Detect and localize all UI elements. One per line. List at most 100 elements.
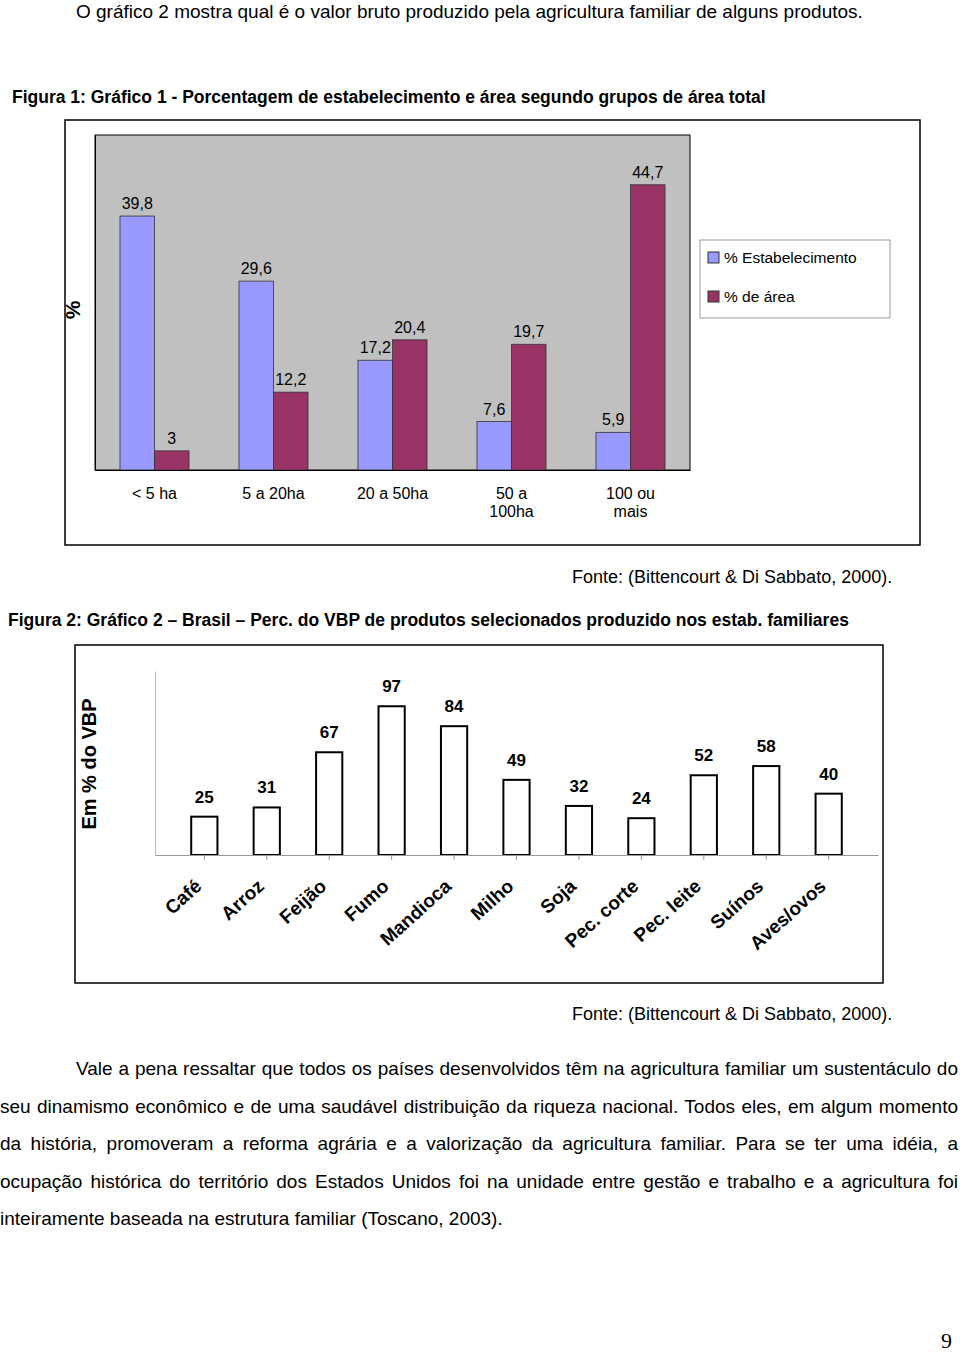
x-tick-label: 100 oumais <box>606 485 655 520</box>
x-tick-label: Pec. corte <box>561 875 643 951</box>
chart-1: Figura 1: Gráfico 1 - Porcentagem de est… <box>12 87 920 587</box>
x-tick-label: Aves/ovos <box>746 875 830 954</box>
data-label: 39,8 <box>122 195 153 212</box>
data-label: 31 <box>257 778 276 797</box>
x-tick: Milho <box>467 855 518 924</box>
x-tick: Aves/ovos <box>746 855 830 954</box>
x-tick-label: 50 a100ha <box>489 485 534 520</box>
bar <box>316 752 342 855</box>
x-tick: Fumo <box>340 855 392 926</box>
x-tick: Café <box>161 855 206 918</box>
x-tick-mark <box>266 855 267 860</box>
x-tick-mark <box>828 855 829 860</box>
x-tick-label: 20 a 50ha <box>357 485 428 502</box>
x-tick: 50 a100ha <box>489 470 534 520</box>
data-labels: 39,829,617,27,65,9312,220,419,744,7 <box>122 164 664 447</box>
data-label: 29,6 <box>241 260 272 277</box>
x-tick-mark <box>454 855 455 860</box>
page-number: 9 <box>941 1328 952 1354</box>
bar <box>816 794 842 855</box>
x-axis: < 5 ha 5 a 20ha 20 a 50ha 50 a100ha 100 ouma… <box>96 470 691 520</box>
charts-svg: Figura 1: Gráfico 1 - Porcentagem de est… <box>0 0 960 1040</box>
x-tick-mark <box>391 855 392 860</box>
chart-frame <box>75 645 883 983</box>
x-tick-label: Pec. leite <box>630 875 705 946</box>
data-label: 3 <box>167 430 176 447</box>
source-note: Fonte: (Bittencourt & Di Sabbato, 2000). <box>572 567 892 587</box>
x-tick-label: Café <box>161 875 206 918</box>
chart-frame <box>65 120 920 545</box>
x-tick-label: Arroz <box>217 875 268 924</box>
plot-area <box>95 135 690 470</box>
data-label: 5,9 <box>602 411 624 428</box>
bar <box>441 726 467 855</box>
legend-label: % Estabelecimento <box>724 249 857 266</box>
bars <box>191 706 842 855</box>
bar <box>503 780 529 855</box>
x-tick: Mandioca <box>376 855 455 950</box>
y-axis <box>95 136 96 471</box>
x-tick-label: Mandioca <box>376 875 455 950</box>
data-label: 17,2 <box>360 339 391 356</box>
x-tick-label: Soja <box>536 875 580 918</box>
legend-box <box>700 240 890 318</box>
data-label: 20,4 <box>394 319 425 336</box>
x-tick-label: < 5 ha <box>132 485 177 502</box>
data-labels: 2531679784493224525840 <box>195 677 838 808</box>
y-axis <box>155 672 156 856</box>
data-label: 44,7 <box>632 164 663 181</box>
x-axis: CaféArrozFeijãoFumoMandiocaMilhoSojaPec.… <box>156 855 879 954</box>
bar <box>120 216 155 470</box>
source-note: Fonte: (Bittencourt & Di Sabbato, 2000). <box>572 1004 892 1024</box>
legend-swatch <box>708 252 719 263</box>
x-tick: 100 oumais <box>606 470 655 520</box>
bar <box>691 775 717 855</box>
x-tick-label: 5 a 20ha <box>242 485 304 502</box>
bar <box>628 818 654 855</box>
x-tick-label: Suínos <box>706 875 767 933</box>
bar <box>393 340 428 470</box>
y-axis-line <box>95 136 96 471</box>
data-label: 32 <box>569 777 588 796</box>
x-tick: 5 a 20ha <box>242 470 304 502</box>
x-tick-mark <box>578 855 579 860</box>
x-tick-mark <box>204 855 205 860</box>
data-label: 24 <box>632 789 651 808</box>
x-tick-mark <box>641 855 642 860</box>
x-tick: Arroz <box>217 855 268 924</box>
x-tick-mark <box>766 855 767 860</box>
data-label: 49 <box>507 751 526 770</box>
data-label: 58 <box>757 737 776 756</box>
y-axis-title: % <box>61 300 84 319</box>
data-label: 52 <box>694 746 713 765</box>
bar <box>512 344 547 470</box>
x-tick: Suínos <box>706 855 767 933</box>
x-tick-label: Feijão <box>275 875 330 927</box>
chart-title: Figura 1: Gráfico 1 - Porcentagem de est… <box>12 87 766 107</box>
x-tick-mark <box>703 855 704 860</box>
legend: % Estabelecimento% de área <box>700 240 890 318</box>
data-label: 67 <box>320 723 339 742</box>
x-axis-line <box>96 470 691 471</box>
data-label: 19,7 <box>513 323 544 340</box>
bar <box>358 360 393 470</box>
x-tick: Feijão <box>275 855 330 928</box>
bar <box>631 185 666 470</box>
y-axis-title: Em % do VBP <box>78 698 100 829</box>
bar <box>254 807 280 855</box>
bar <box>191 817 217 855</box>
bar <box>566 806 592 855</box>
x-tick: < 5 ha <box>132 470 177 502</box>
y-axis-line <box>155 672 156 856</box>
intro-text: O gráfico 2 mostra qual é o valor bruto … <box>0 0 958 31</box>
bar <box>155 451 190 470</box>
bar <box>596 432 631 470</box>
x-tick: 20 a 50ha <box>357 470 428 502</box>
bar <box>379 706 405 855</box>
legend-swatch <box>708 291 719 302</box>
x-tick: Soja <box>536 855 580 918</box>
x-tick: Pec. corte <box>561 855 643 952</box>
data-label: 84 <box>445 697 464 716</box>
bar <box>274 392 309 470</box>
x-tick-label: Fumo <box>340 875 392 925</box>
